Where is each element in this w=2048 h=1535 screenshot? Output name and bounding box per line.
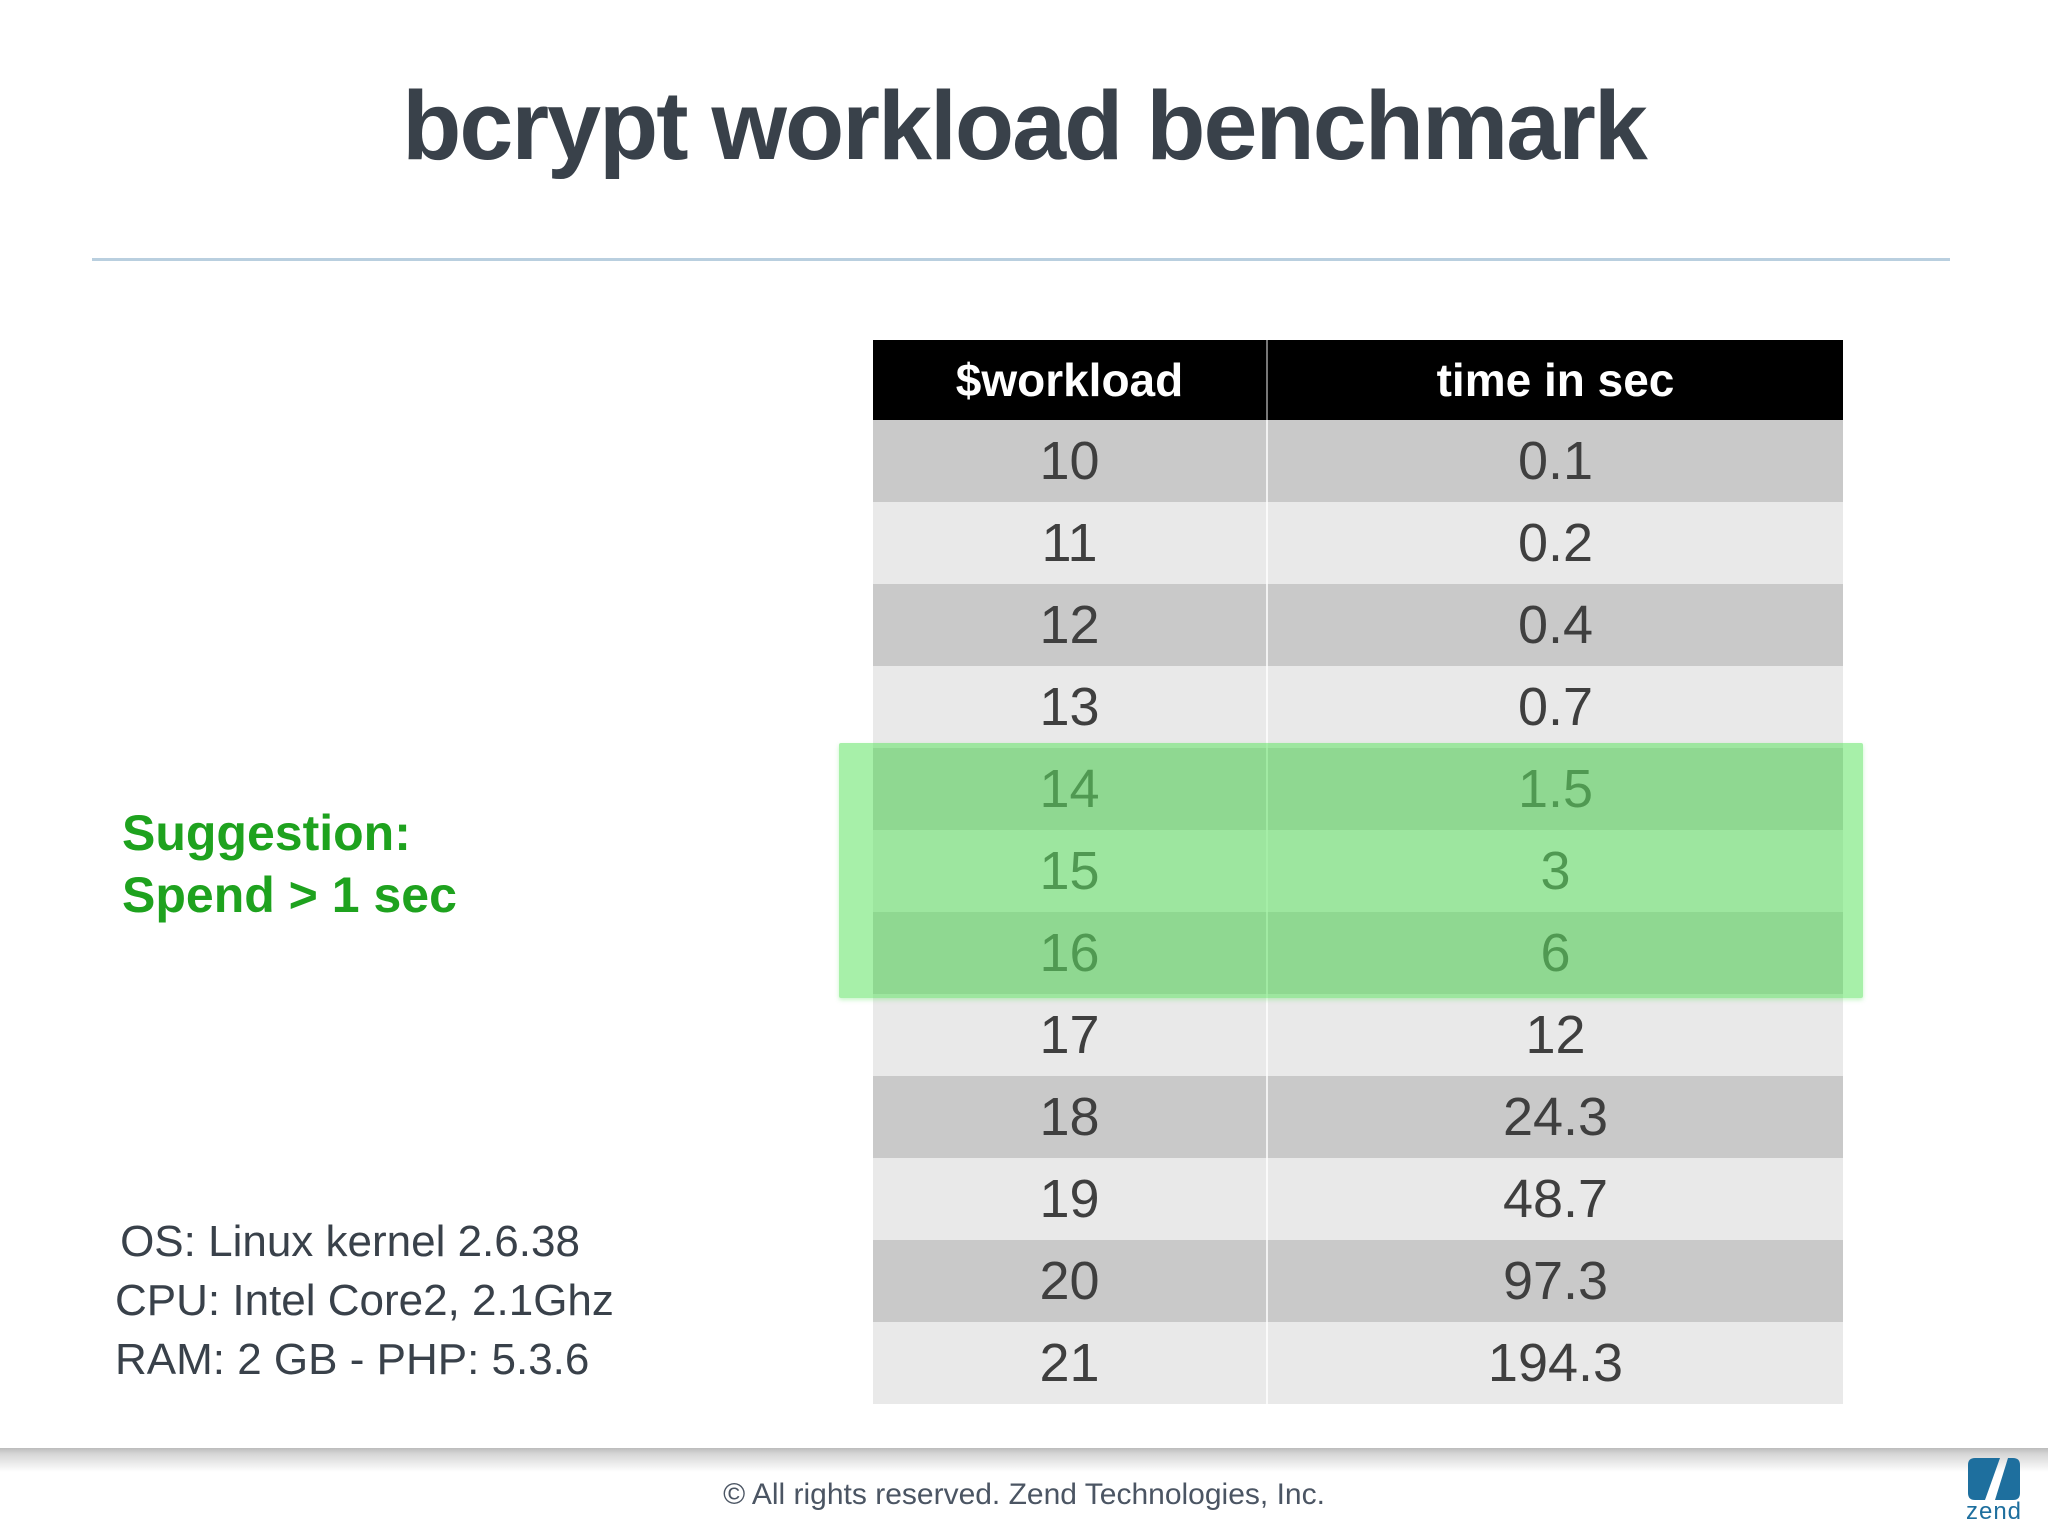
time-cell: 194.3	[1266, 1322, 1843, 1404]
time-cell: 6	[1266, 912, 1843, 994]
copyright-text: © All rights reserved. Zend Technologies…	[723, 1478, 1325, 1511]
spec-os: OS: Linux kernel 2.6.38	[120, 1217, 580, 1266]
workload-cell: 14	[873, 748, 1267, 830]
table-row: 14 1.5	[873, 748, 1843, 830]
machine-specs: OS: Linux kernel 2.6.38 CPU: Intel Core2…	[115, 1212, 614, 1389]
suggestion-note: Suggestion: Spend > 1 sec	[122, 802, 457, 926]
table-row: 19 48.7	[873, 1158, 1843, 1240]
suggestion-line2: Spend > 1 sec	[122, 867, 457, 923]
zend-logo: zend	[1964, 1458, 2024, 1525]
table-row: 12 0.4	[873, 584, 1843, 666]
slide-title: bcrypt workload benchmark	[402, 71, 1648, 180]
workload-cell: 18	[873, 1076, 1267, 1158]
table-header-row: $workload time in sec	[873, 340, 1843, 420]
time-cell: 12	[1266, 994, 1843, 1076]
time-cell: 97.3	[1266, 1240, 1843, 1322]
time-cell: 0.4	[1266, 584, 1843, 666]
workload-cell: 19	[873, 1158, 1267, 1240]
workload-cell: 10	[873, 420, 1267, 502]
time-cell: 0.7	[1266, 666, 1843, 748]
workload-cell: 11	[873, 502, 1267, 584]
workload-cell: 15	[873, 830, 1267, 912]
time-cell: 3	[1266, 830, 1843, 912]
zend-z-icon	[1964, 1458, 2024, 1500]
suggestion-line1: Suggestion:	[122, 805, 411, 861]
workload-cell: 17	[873, 994, 1267, 1076]
table-row: 16 6	[873, 912, 1843, 994]
time-cell: 24.3	[1266, 1076, 1843, 1158]
time-cell: 48.7	[1266, 1158, 1843, 1240]
table-row: 15 3	[873, 830, 1843, 912]
workload-cell: 21	[873, 1322, 1267, 1404]
workload-cell: 16	[873, 912, 1267, 994]
table-row: 20 97.3	[873, 1240, 1843, 1322]
footer-divider-line	[0, 1448, 2048, 1472]
spec-ram-php: RAM: 2 GB - PHP: 5.3.6	[115, 1335, 590, 1384]
table-row: 21 194.3	[873, 1322, 1843, 1404]
table-row: 11 0.2	[873, 502, 1843, 584]
column-header-workload: $workload	[873, 340, 1267, 420]
time-cell: 0.2	[1266, 502, 1843, 584]
spec-cpu: CPU: Intel Core2, 2.1Ghz	[115, 1276, 614, 1325]
benchmark-table: $workload time in sec 10 0.1 11 0.2 12 0.4 13 0…	[873, 340, 1843, 1404]
workload-cell: 13	[873, 666, 1267, 748]
time-cell: 0.1	[1266, 420, 1843, 502]
zend-wordmark: zend	[1965, 1498, 2023, 1525]
column-header-time: time in sec	[1266, 340, 1843, 420]
workload-cell: 20	[873, 1240, 1267, 1322]
table-row: 10 0.1	[873, 420, 1843, 502]
table-row: 13 0.7	[873, 666, 1843, 748]
table-row: 18 24.3	[873, 1076, 1843, 1158]
time-cell: 1.5	[1266, 748, 1843, 830]
workload-cell: 12	[873, 584, 1267, 666]
table-row: 17 12	[873, 994, 1843, 1076]
title-divider-line	[92, 258, 1950, 261]
